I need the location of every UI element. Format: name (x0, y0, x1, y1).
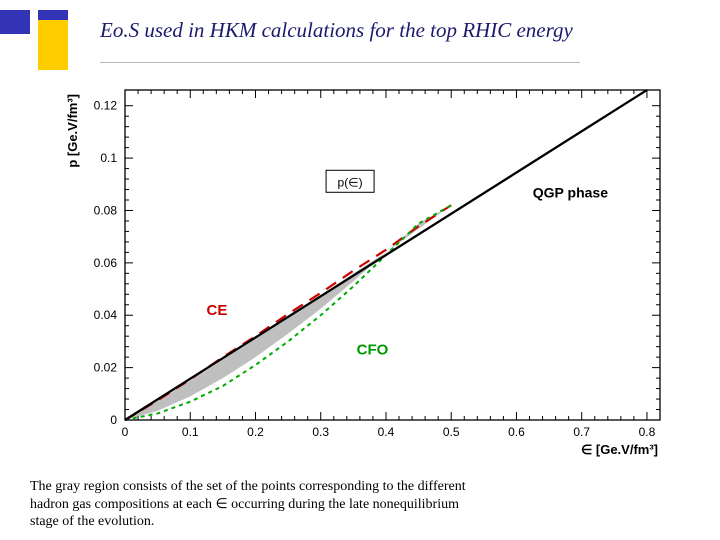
x-tick-label: 0.6 (508, 425, 525, 439)
y-tick-label: 0.08 (94, 203, 118, 217)
chart-annotation: QGP phase (533, 184, 608, 200)
caption-line-3: stage of the evolution. (30, 514, 154, 529)
x-tick-label: 0.5 (443, 425, 460, 439)
x-axis-label: ∈ [Ge.V/fm³] (581, 442, 658, 457)
y-tick-label: 0.02 (94, 361, 118, 375)
x-tick-label: 0.7 (573, 425, 590, 439)
caption-line-1: The gray region consists of the set of t… (30, 479, 466, 494)
chart-annotation: CE (207, 302, 228, 319)
x-tick-label: 0.8 (639, 425, 656, 439)
y-tick-label: 0.06 (94, 256, 118, 270)
legend-label: p(∈) (338, 175, 363, 189)
pressure-vs-energy-chart: 0 0.1 0.2 0.3 0.4 0.5 0.6 0.7 0.8 0 0.02 0.04 0.06 0.… (40, 70, 680, 470)
decor-block-blue-left (0, 10, 30, 34)
caption-line-2: hadron gas compositions at each ∈ occurr… (30, 497, 459, 512)
y-tick-label: 0 (110, 413, 117, 427)
y-tick-label: 0.04 (94, 308, 118, 322)
slide-caption: The gray region consists of the set of t… (30, 478, 690, 531)
qgp-line (125, 90, 647, 420)
x-tick-label: 0.3 (312, 425, 329, 439)
x-tick-label: 0.2 (247, 425, 264, 439)
decor-block-yellow (38, 20, 68, 70)
decor-block-blue-right (38, 10, 68, 20)
chart-container: 0 0.1 0.2 0.3 0.4 0.5 0.6 0.7 0.8 0 0.02 0.04 0.06 0.… (40, 70, 680, 470)
title-underline (100, 62, 580, 63)
x-tick-label: 0.4 (378, 425, 395, 439)
slide-title-wrap: Eo.S used in HKM calculations for the to… (100, 18, 700, 43)
x-tick-label: 0.1 (182, 425, 199, 439)
x-tick-label: 0 (122, 425, 129, 439)
chart-annotation: CFO (357, 342, 389, 359)
y-axis-label: p [Ge.V/fm³] (65, 94, 80, 168)
y-tick-label: 0.1 (100, 151, 117, 165)
y-tick-label: 0.12 (94, 99, 118, 113)
slide-title: Eo.S used in HKM calculations for the to… (100, 18, 700, 43)
